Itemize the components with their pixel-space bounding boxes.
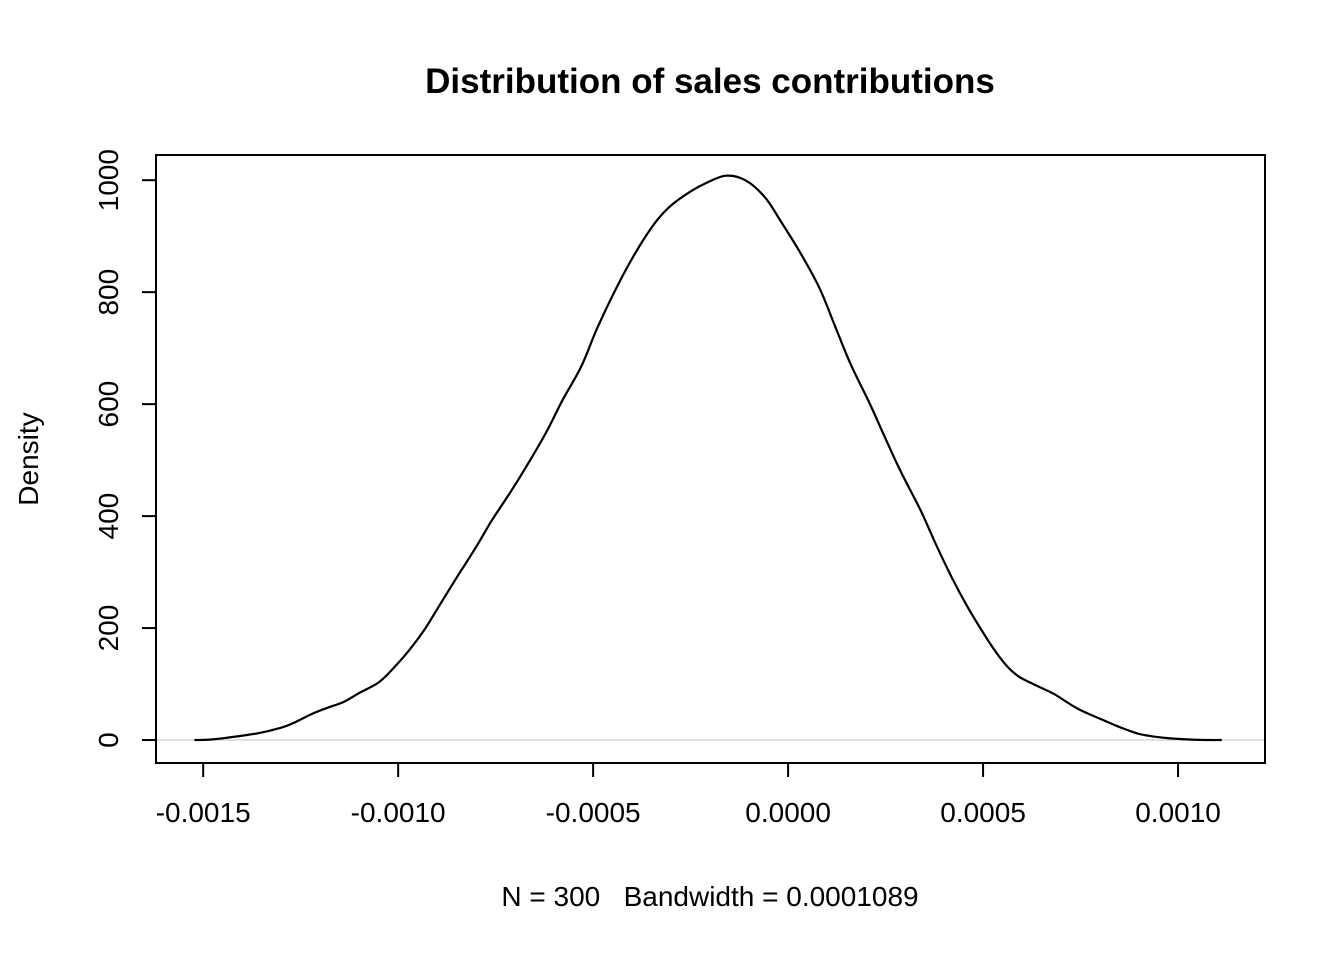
x-axis-ticks: -0.0015 -0.0010 -0.0005 0.0000 0.0005 0.0010: [156, 763, 1221, 828]
chart-title: Distribution of sales contributions: [425, 62, 995, 101]
y-tick-label: 400: [93, 493, 124, 540]
y-tick-label: 200: [93, 605, 124, 652]
y-tick-label: 0: [93, 732, 124, 748]
x-tick-label: 0.0000: [745, 797, 831, 828]
y-tick-label: 1000: [93, 149, 124, 211]
y-axis-ticks: 0 200 400 600 800 1000: [93, 149, 156, 748]
x-tick-label: 0.0005: [940, 797, 1026, 828]
x-tick-label: 0.0010: [1135, 797, 1221, 828]
density-curve: [194, 174, 1222, 742]
x-axis-label: N = 300 Bandwidth = 0.0001089: [501, 881, 918, 912]
x-tick-label: -0.0005: [546, 797, 641, 828]
y-axis-label: Density: [13, 412, 44, 505]
x-tick-label: -0.0015: [156, 797, 251, 828]
y-tick-label: 800: [93, 269, 124, 316]
x-tick-label: -0.0010: [351, 797, 446, 828]
y-tick-label: 600: [93, 381, 124, 428]
plot-area-border: [155, 154, 1266, 764]
